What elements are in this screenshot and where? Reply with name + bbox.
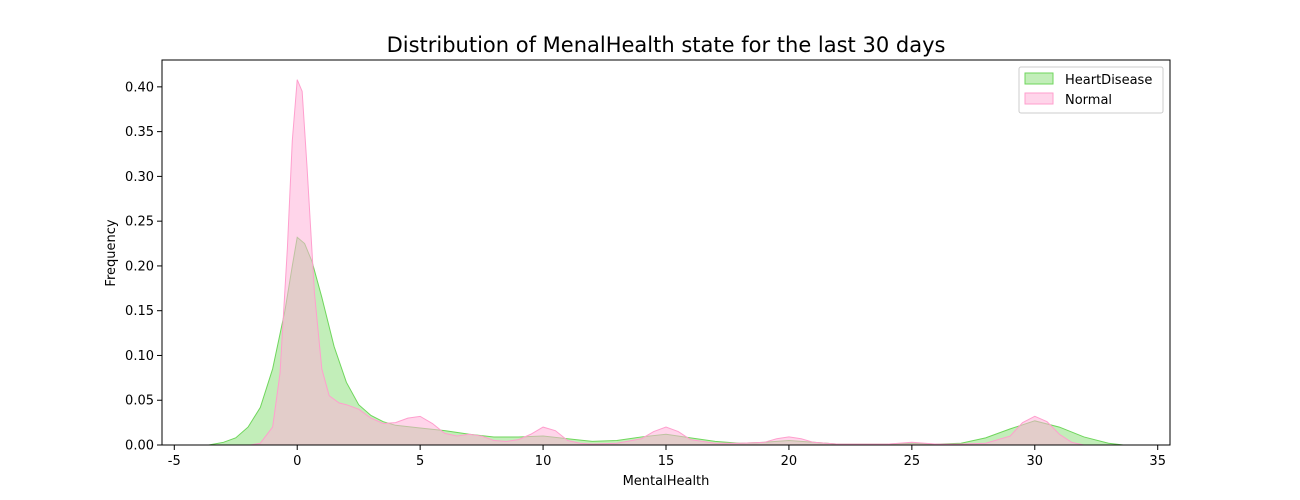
x-tick-label: 30 (1027, 454, 1044, 469)
y-tick-label: 0.10 (125, 349, 154, 364)
chart-title: Distribution of MenalHealth state for th… (387, 33, 946, 57)
y-tick-label: 0.40 (125, 80, 154, 95)
x-axis-label: MentalHealth (623, 474, 710, 489)
y-axis-ticks: 0.00 0.05 0.10 0.15 0.20 0.25 0.30 0.35 0.40 (125, 80, 162, 454)
y-tick-label: 0.20 (125, 259, 154, 274)
x-tick-label: -5 (168, 454, 181, 469)
y-tick-label: 0.30 (125, 170, 154, 185)
x-tick-label: 35 (1149, 454, 1166, 469)
y-tick-label: 0.15 (125, 304, 154, 319)
x-tick-label: 15 (658, 454, 675, 469)
x-tick-label: 5 (416, 454, 424, 469)
legend-swatch-normal (1024, 92, 1054, 105)
x-tick-label: 0 (293, 454, 301, 469)
series-area-normal (250, 79, 1085, 446)
legend: HeartDisease Normal (1018, 66, 1164, 114)
y-tick-label: 0.05 (125, 394, 154, 409)
y-axis-label: Frequency (104, 219, 119, 286)
x-tick-label: 20 (781, 454, 798, 469)
y-tick-label: 0.25 (125, 215, 154, 230)
y-tick-label: 0.35 (125, 125, 154, 140)
plot-areas (208, 79, 1124, 446)
x-tick-label: 25 (904, 454, 921, 469)
legend-box (1018, 66, 1164, 114)
x-axis-ticks: -5 0 5 10 15 20 25 30 35 (168, 445, 1166, 469)
x-tick-label: 10 (535, 454, 552, 469)
y-tick-label: 0.00 (125, 439, 154, 454)
legend-label-normal: Normal (1065, 93, 1112, 108)
legend-label-heartdisease: HeartDisease (1065, 73, 1152, 88)
legend-swatch-heartdisease (1024, 72, 1054, 85)
